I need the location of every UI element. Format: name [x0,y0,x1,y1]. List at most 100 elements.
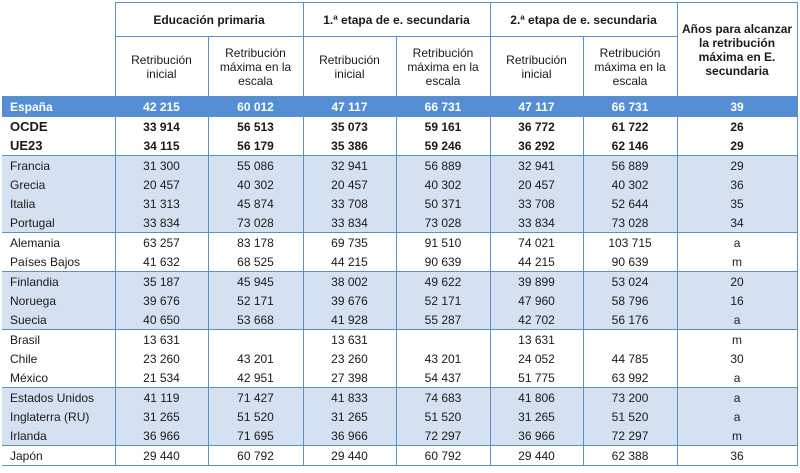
secondary1-max: 60 792 [395,445,491,466]
secondary2-max: 56 889 [582,155,678,175]
years-to-max: 26 [676,116,798,136]
primary-initial: 31 313 [114,194,209,213]
primary-initial: 21 534 [114,368,209,388]
secondary2-initial: 36 772 [489,116,584,136]
secondary2-max: 51 520 [582,407,678,426]
table-row: Inglaterra (RU) 31 265 51 520 31 265 51 520 3… [2,407,798,426]
sub-header-initial: Retribución inicial [114,36,209,97]
secondary2-initial: 39 899 [489,271,584,291]
secondary2-max: 44 785 [582,349,678,368]
primary-initial: 40 650 [114,310,209,330]
country-name: Chile [2,349,116,368]
group-header-secondary-2: 2.ª etapa de e. secundaria [489,2,678,37]
secondary1-max: 50 371 [395,194,491,213]
secondary2-initial: 36 966 [489,426,584,446]
secondary1-initial: 39 676 [302,291,397,310]
country-name: Alemania [2,232,116,252]
secondary2-max: 61 722 [582,116,678,136]
table-row: Irlanda 36 966 71 695 36 966 72 297 36 966 72 … [2,426,798,446]
secondary1-max: 74 683 [395,387,491,407]
secondary2-initial: 41 806 [489,387,584,407]
country-name: Suecia [2,310,116,330]
sub-header-initial: Retribución inicial [302,36,397,97]
secondary2-initial: 47 960 [489,291,584,310]
primary-initial: 29 440 [114,445,209,466]
years-to-max: 29 [676,155,798,175]
secondary2-max: 103 715 [582,232,678,252]
secondary1-initial: 69 735 [302,232,397,252]
secondary1-initial: 41 928 [302,310,397,330]
primary-initial: 41 119 [114,387,209,407]
years-to-max: a [676,232,798,252]
secondary2-max: 62 388 [582,445,678,466]
primary-initial: 39 676 [114,291,209,310]
years-to-max: 16 [676,291,798,310]
primary-max: 73 028 [207,213,304,233]
primary-initial: 33 834 [114,213,209,233]
years-to-max: a [676,310,798,330]
table-row: Grecia 20 457 40 302 20 457 40 302 20 457 40 3… [2,175,798,194]
secondary2-initial: 33 834 [489,213,584,233]
secondary1-initial: 44 215 [302,252,397,272]
country-name: España [2,96,116,117]
primary-max: 45 945 [207,271,304,291]
secondary1-initial: 23 260 [302,349,397,368]
country-name: Italia [2,194,116,213]
primary-max: 68 525 [207,252,304,272]
secondary2-max: 53 024 [582,271,678,291]
secondary1-max: 54 437 [395,368,491,388]
primary-initial: 31 265 [114,407,209,426]
table-row: Suecia 40 650 53 668 41 928 55 287 42 702 56 1… [2,310,798,330]
secondary1-initial: 36 966 [302,426,397,446]
primary-initial: 42 215 [114,96,209,117]
secondary2-max: 66 731 [582,96,678,117]
secondary1-initial: 29 440 [302,445,397,466]
secondary1-initial: 32 941 [302,155,397,175]
secondary2-max: 62 146 [582,136,678,156]
primary-max: 51 520 [207,407,304,426]
primary-initial: 36 966 [114,426,209,446]
country-name: Portugal [2,213,116,233]
primary-max: 53 668 [207,310,304,330]
primary-max: 71 695 [207,426,304,446]
primary-max: 40 302 [207,175,304,194]
secondary1-initial: 13 631 [302,329,397,349]
secondary1-initial: 27 398 [302,368,397,388]
secondary1-max: 40 302 [395,175,491,194]
secondary1-max: 55 287 [395,310,491,330]
secondary1-initial: 35 073 [302,116,397,136]
secondary2-initial: 74 021 [489,232,584,252]
secondary1-max: 91 510 [395,232,491,252]
secondary2-max: 56 176 [582,310,678,330]
secondary1-max: 43 201 [395,349,491,368]
secondary2-initial: 44 215 [489,252,584,272]
country-name: UE23 [2,136,116,156]
table-row: España 42 215 60 012 47 117 66 731 47 117 66 7… [2,96,798,117]
secondary1-initial: 33 834 [302,213,397,233]
secondary1-initial: 35 386 [302,136,397,156]
years-to-max: a [676,387,798,407]
secondary1-max: 90 639 [395,252,491,272]
primary-initial: 31 300 [114,155,209,175]
table-row: OCDE 33 914 56 513 35 073 59 161 36 772 61 722… [2,116,798,136]
primary-initial: 23 260 [114,349,209,368]
primary-max: 60 012 [207,96,304,117]
table-row: Francia 31 300 55 086 32 941 56 889 32 941 56 … [2,155,798,175]
country-name: Irlanda [2,426,116,446]
primary-initial: 35 187 [114,271,209,291]
primary-max: 55 086 [207,155,304,175]
table-body: España 42 215 60 012 47 117 66 731 47 117 66 7… [2,96,798,466]
secondary1-max: 59 246 [395,136,491,156]
secondary1-max [395,329,491,349]
secondary1-initial: 41 833 [302,387,397,407]
primary-max: 52 171 [207,291,304,310]
table-row: Brasil 13 631 13 631 13 631 m [2,329,798,349]
country-name: México [2,368,116,388]
sub-header-initial: Retribución inicial [489,36,584,97]
secondary2-initial: 29 440 [489,445,584,466]
group-header-secondary-1: 1.ª etapa de e. secundaria [302,2,491,37]
primary-initial: 34 115 [114,136,209,156]
secondary1-initial: 38 002 [302,271,397,291]
secondary2-initial: 33 708 [489,194,584,213]
secondary1-initial: 31 265 [302,407,397,426]
